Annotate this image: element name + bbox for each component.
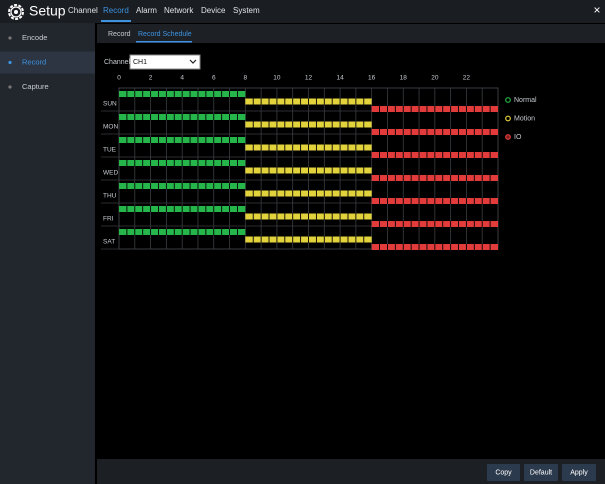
day-label: SUN <box>103 101 117 108</box>
button[interactable] <box>562 464 596 481</box>
hour-label: 18 <box>400 75 408 82</box>
button-label: Default <box>530 469 552 476</box>
channel-label: Channel <box>104 59 131 66</box>
bottom-bar <box>97 459 605 484</box>
hour-label: 14 <box>336 75 344 82</box>
sidebar-dot <box>8 60 12 65</box>
day-label: TUE <box>103 147 117 154</box>
button[interactable] <box>524 464 558 481</box>
nav-tab[interactable]: Alarm <box>136 6 157 15</box>
button-label: Apply <box>570 469 588 476</box>
gear-icon[interactable] <box>8 4 24 20</box>
sidebar-item[interactable]: Encode <box>22 33 47 42</box>
gear-hub <box>14 10 18 14</box>
hour-label: 6 <box>212 75 216 82</box>
legend-marker <box>505 134 511 140</box>
hour-label: 22 <box>463 75 471 82</box>
sidebar-item[interactable]: Capture <box>22 82 49 91</box>
dropdown-value: CH1 <box>133 59 147 66</box>
nav-tab[interactable]: System <box>233 6 260 15</box>
hour-label: 10 <box>273 75 281 82</box>
sidebar <box>0 23 95 484</box>
top-bar <box>0 0 605 23</box>
gear-body <box>10 6 22 18</box>
legend-marker <box>505 97 511 103</box>
hour-label: 0 <box>117 75 121 82</box>
day-label: FRI <box>103 216 114 223</box>
subtab-bar <box>97 24 605 43</box>
day-label: SAT <box>103 239 115 246</box>
nav-tab[interactable]: Record <box>103 6 129 15</box>
hour-label: 2 <box>149 75 153 82</box>
subtab[interactable]: Record <box>108 31 131 38</box>
legend-label: Motion <box>514 115 535 122</box>
hour-label: 4 <box>180 75 184 82</box>
dropdown-arrow <box>189 59 197 64</box>
day-label: MON <box>103 124 118 131</box>
day-label: THU <box>103 193 117 200</box>
gear-teeth <box>8 4 24 20</box>
sidebar-dot <box>8 85 12 89</box>
hour-label: 8 <box>244 75 248 82</box>
close-button[interactable]: × <box>593 3 600 17</box>
day-label: WED <box>103 170 118 177</box>
legend-marker <box>505 115 511 122</box>
button-label: Copy <box>495 469 512 476</box>
subtab[interactable]: Record Schedule <box>138 31 192 38</box>
hour-label: 16 <box>368 75 376 82</box>
hour-label: 12 <box>305 75 313 82</box>
sidebar-active-row <box>0 51 95 74</box>
legend-label: Normal <box>514 97 537 104</box>
sidebar-dot <box>8 36 12 40</box>
hour-label: 20 <box>431 75 439 82</box>
channel-dropdown[interactable]: CH1 <box>129 54 201 70</box>
page-title: Setup <box>29 3 66 19</box>
subtab-underline <box>136 41 192 43</box>
sidebar-item[interactable]: Record <box>22 57 46 66</box>
legend-label: IO <box>514 134 522 141</box>
nav-tab[interactable]: Channel <box>68 6 98 15</box>
nav-tab[interactable]: Network <box>164 6 194 15</box>
nav-tab[interactable]: Device <box>201 6 226 15</box>
dropdown-box <box>129 54 201 70</box>
button[interactable] <box>487 464 520 481</box>
nav-tab-underline <box>101 20 131 22</box>
